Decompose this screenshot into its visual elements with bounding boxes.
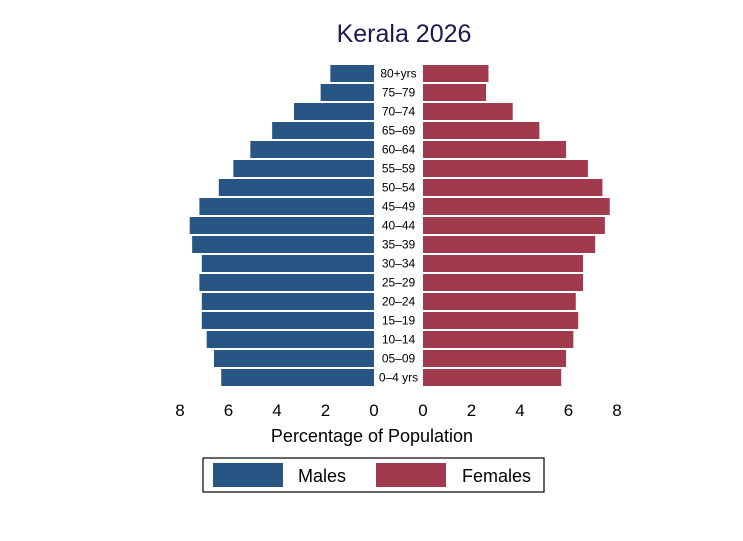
age-group-label: 45–49 — [382, 200, 416, 214]
male-tick-label: 0 — [369, 401, 378, 420]
female-tick-label: 6 — [564, 401, 573, 420]
age-group-label: 65–69 — [382, 124, 416, 138]
male-bar — [199, 198, 374, 215]
male-bars — [189, 65, 374, 386]
female-bar — [423, 331, 574, 348]
female-bar — [423, 84, 487, 101]
female-bar — [423, 122, 540, 139]
age-group-label: 60–64 — [382, 143, 416, 157]
male-bar — [201, 312, 374, 329]
male-bar — [272, 122, 374, 139]
female-tick-label: 0 — [418, 401, 427, 420]
age-group-label: 10–14 — [382, 333, 416, 347]
female-bar — [423, 274, 584, 291]
female-bar — [423, 236, 596, 253]
age-group-label: 20–24 — [382, 295, 416, 309]
legend-label-females: Females — [462, 466, 531, 486]
male-bar — [330, 65, 374, 82]
age-group-label: 50–54 — [382, 181, 416, 195]
female-bar — [423, 312, 579, 329]
age-group-labels: 0–4 yrs 05–09 10–14 15–19 20–24 25–29 30–34 35–… — [379, 67, 418, 385]
age-group-label: 75–79 — [382, 86, 416, 100]
male-bar — [201, 293, 374, 310]
age-group-label: 30–34 — [382, 257, 416, 271]
male-axis-ticks: 0 2 4 6 8 — [175, 401, 378, 420]
female-axis-ticks: 0 2 4 6 8 — [418, 401, 621, 420]
male-bar — [218, 179, 374, 196]
male-tick-label: 4 — [272, 401, 281, 420]
female-bars — [423, 65, 610, 386]
age-group-label: 05–09 — [382, 352, 416, 366]
female-tick-label: 8 — [612, 401, 621, 420]
female-tick-label: 4 — [515, 401, 524, 420]
legend-label-males: Males — [298, 466, 346, 486]
female-bar — [423, 65, 489, 82]
male-bar — [233, 160, 374, 177]
chart-title: Kerala 2026 — [337, 20, 472, 48]
male-bar — [189, 217, 374, 234]
female-bar — [423, 103, 513, 120]
male-bar — [293, 103, 374, 120]
legend-swatch-males — [213, 463, 283, 487]
age-group-label: 25–29 — [382, 276, 416, 290]
legend-swatch-females — [376, 463, 446, 487]
legend: Males Females — [202, 457, 545, 493]
age-group-label: 40–44 — [382, 219, 416, 233]
female-bar — [423, 179, 603, 196]
x-axis-label: Percentage of Population — [271, 426, 473, 446]
female-bar — [423, 369, 562, 386]
male-bar — [192, 236, 374, 253]
female-tick-label: 2 — [467, 401, 476, 420]
male-tick-label: 6 — [224, 401, 233, 420]
male-bar — [213, 350, 374, 367]
female-bar — [423, 160, 588, 177]
age-group-label: 80+yrs — [380, 67, 416, 81]
female-bar — [423, 350, 567, 367]
male-tick-label: 2 — [321, 401, 330, 420]
female-bar — [423, 217, 605, 234]
age-group-label: 0–4 yrs — [379, 371, 418, 385]
male-bar — [320, 84, 374, 101]
male-bar — [201, 255, 374, 272]
male-bar — [250, 141, 374, 158]
male-tick-label: 8 — [175, 401, 184, 420]
age-group-label: 15–19 — [382, 314, 416, 328]
male-bar — [221, 369, 374, 386]
female-bar — [423, 198, 610, 215]
age-group-label: 55–59 — [382, 162, 416, 176]
female-bar — [423, 141, 567, 158]
female-bar — [423, 255, 584, 272]
female-bar — [423, 293, 576, 310]
age-group-label: 70–74 — [382, 105, 416, 119]
age-group-label: 35–39 — [382, 238, 416, 252]
male-bar — [199, 274, 374, 291]
male-bar — [206, 331, 374, 348]
